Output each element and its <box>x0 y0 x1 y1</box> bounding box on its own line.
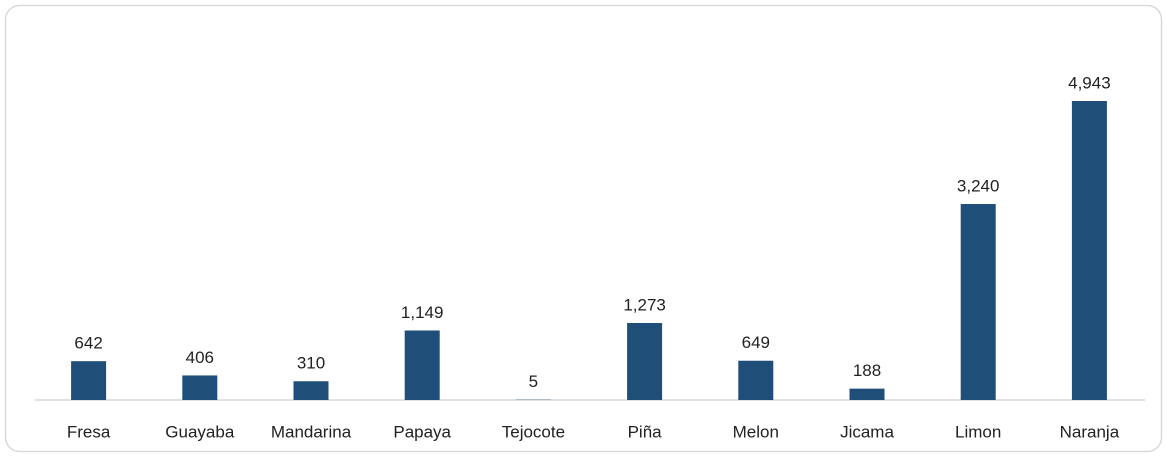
data-label: 4,943 <box>1068 73 1111 92</box>
data-label: 188 <box>853 361 881 380</box>
chart-frame <box>4 4 1163 453</box>
bar <box>960 204 996 400</box>
x-tick-label: Mandarina <box>271 422 352 441</box>
data-label: 1,273 <box>623 295 666 314</box>
bar <box>404 330 440 400</box>
x-tick-label: Guayaba <box>165 422 235 441</box>
x-tick-label: Piña <box>628 422 663 441</box>
bar <box>627 322 663 400</box>
bar <box>849 388 885 400</box>
x-tick-label: Naranja <box>1060 422 1120 441</box>
x-tick-label: Fresa <box>67 422 111 441</box>
x-tick-label: Tejocote <box>502 422 565 441</box>
x-tick-label: Jicama <box>840 422 894 441</box>
x-tick-label: Papaya <box>393 422 451 441</box>
bar <box>1071 101 1107 400</box>
bar <box>738 360 774 400</box>
bar <box>71 361 107 400</box>
data-label: 642 <box>74 334 102 353</box>
data-label: 649 <box>742 333 770 352</box>
data-label: 1,149 <box>401 303 444 322</box>
data-label: 3,240 <box>957 176 1000 195</box>
bar <box>182 375 218 400</box>
data-label: 406 <box>186 348 214 367</box>
x-tick-label: Melon <box>733 422 779 441</box>
data-label: 310 <box>297 354 325 373</box>
bar <box>293 381 329 400</box>
x-tick-label: Limon <box>955 422 1001 441</box>
data-label: 5 <box>529 372 538 391</box>
